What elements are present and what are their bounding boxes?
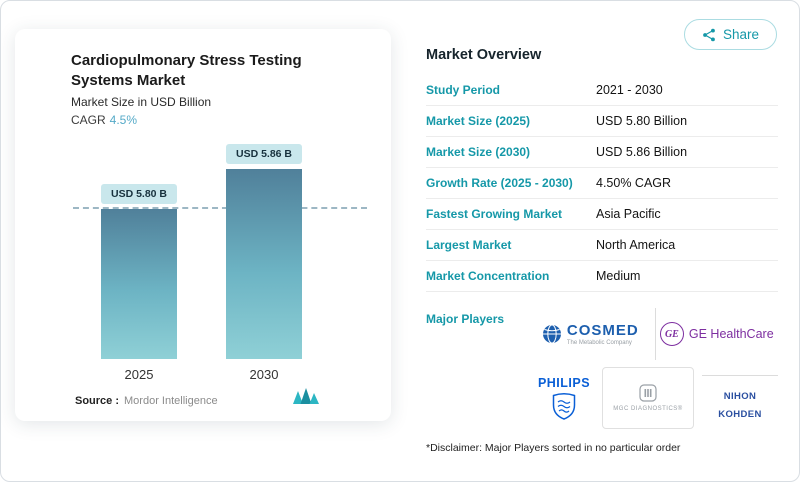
major-players-logo-grid: COSMED The Metabolic Company GE GE Healt… bbox=[526, 308, 778, 432]
mgc-diagnostics-logo: MGC DIAGNOSTICS® bbox=[602, 367, 694, 429]
bar-value-label-2025: USD 5.80 B bbox=[100, 184, 178, 204]
row-label: Market Size (2030) bbox=[426, 145, 531, 159]
philips-wordmark: PHILIPS bbox=[537, 376, 591, 390]
chart-subtitle: Market Size in USD Billion bbox=[71, 95, 212, 109]
cosmed-wordmark: COSMED bbox=[566, 321, 639, 339]
row-label: Growth Rate (2025 - 2030) bbox=[426, 176, 573, 190]
row-value: Medium bbox=[596, 269, 641, 283]
mgc-bars-icon bbox=[639, 384, 657, 402]
overview-row-market-concentration: Market Concentration Medium bbox=[426, 261, 778, 292]
cosmed-globe-icon bbox=[542, 324, 562, 344]
mgc-wordmark: MGC DIAGNOSTICS® bbox=[613, 406, 683, 412]
cagr-line: CAGR 4.5% bbox=[71, 113, 137, 127]
overview-row-largest-market: Largest Market North America bbox=[426, 230, 778, 261]
row-label: Study Period bbox=[426, 83, 501, 97]
nihon-kohden-logo: NIHON KOHDEN bbox=[702, 374, 778, 422]
bar-rect-2025 bbox=[101, 209, 177, 359]
share-button[interactable]: Share bbox=[683, 19, 777, 50]
chart-card: Cardiopulmonary Stress Testing Systems M… bbox=[15, 29, 391, 421]
overview-row-study-period: Study Period 2021 - 2030 bbox=[426, 75, 778, 106]
row-label: Market Concentration bbox=[426, 269, 550, 283]
overview-row-fastest-growing-market: Fastest Growing Market Asia Pacific bbox=[426, 199, 778, 230]
bar-rect-2030 bbox=[226, 169, 302, 359]
cagr-label: CAGR bbox=[71, 113, 106, 127]
bar-chart: USD 5.80 B 2025 USD 5.86 B 2030 bbox=[63, 143, 367, 383]
overview-row-growth-rate: Growth Rate (2025 - 2030) 4.50% CAGR bbox=[426, 168, 778, 199]
share-nodes-icon bbox=[702, 28, 716, 42]
overview-row-market-size-2030: Market Size (2030) USD 5.86 Billion bbox=[426, 137, 778, 168]
disclaimer-text: *Disclaimer: Major Players sorted in no … bbox=[426, 442, 681, 454]
overview-row-market-size-2025: Market Size (2025) USD 5.80 Billion bbox=[426, 106, 778, 137]
ge-monogram-icon: GE bbox=[659, 322, 684, 346]
source-label: Source : bbox=[75, 395, 120, 407]
bar-group-2030: USD 5.86 B 2030 bbox=[225, 144, 303, 383]
row-value: USD 5.80 Billion bbox=[596, 114, 688, 128]
row-value: USD 5.86 Billion bbox=[596, 145, 688, 159]
x-axis-label-2025: 2025 bbox=[124, 367, 154, 382]
reference-dashed-line bbox=[73, 207, 367, 209]
row-value: 2021 - 2030 bbox=[596, 83, 663, 97]
ge-wordmark: GE HealthCare bbox=[688, 327, 774, 341]
bar-group-2025: USD 5.80 B 2025 bbox=[100, 184, 178, 383]
source-value: Mordor Intelligence bbox=[124, 395, 218, 407]
row-value: Asia Pacific bbox=[596, 207, 661, 221]
cosmed-tagline: The Metabolic Company bbox=[566, 339, 632, 346]
major-players-label: Major Players bbox=[426, 312, 505, 326]
x-axis-label-2030: 2030 bbox=[249, 367, 279, 382]
mordor-intelligence-logo bbox=[293, 388, 319, 409]
row-label: Fastest Growing Market bbox=[426, 207, 563, 221]
source-attribution: Source : Mordor Intelligence bbox=[75, 395, 218, 407]
bar-value-label-2030: USD 5.86 B bbox=[225, 144, 303, 164]
ge-healthcare-logo: GE GE HealthCare bbox=[656, 308, 778, 360]
row-value: North America bbox=[596, 238, 676, 252]
row-label: Market Size (2025) bbox=[426, 114, 531, 128]
share-button-label: Share bbox=[722, 27, 759, 42]
nihon-kohden-wordmark: NIHON KOHDEN bbox=[718, 390, 762, 420]
row-label: Largest Market bbox=[426, 238, 512, 252]
market-overview-panel: Market Overview Study Period 2021 - 2030… bbox=[426, 47, 778, 432]
philips-logo: PHILIPS bbox=[526, 376, 602, 420]
row-value: 4.50% CAGR bbox=[596, 176, 672, 190]
chart-title: Cardiopulmonary Stress Testing Systems M… bbox=[71, 52, 302, 89]
major-players-section: Major Players COSMED bbox=[426, 308, 778, 432]
cosmed-logo: COSMED The Metabolic Company bbox=[526, 308, 656, 360]
overview-title: Market Overview bbox=[426, 47, 542, 63]
philips-shield-icon bbox=[551, 392, 577, 420]
cagr-value: 4.5% bbox=[109, 113, 138, 127]
